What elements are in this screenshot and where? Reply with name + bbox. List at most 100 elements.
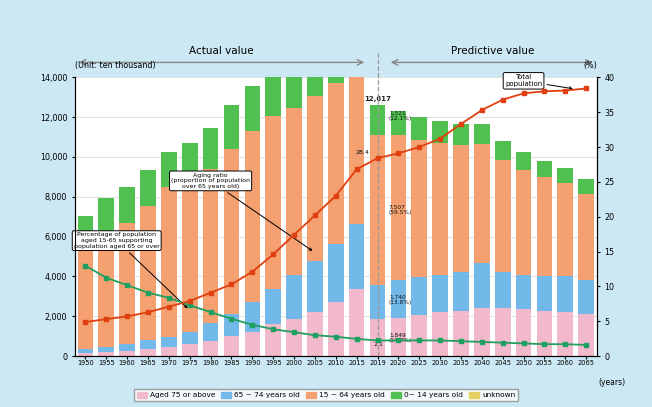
Bar — [328, 50, 344, 83]
Bar — [349, 70, 364, 224]
Bar — [182, 332, 198, 344]
Bar — [244, 131, 260, 302]
Bar — [286, 319, 302, 356]
Bar — [391, 111, 406, 135]
Bar — [140, 206, 156, 340]
Bar — [578, 314, 594, 356]
Text: 1,740
(13.8%): 1,740 (13.8%) — [389, 295, 412, 305]
Text: Predictive value: Predictive value — [451, 46, 534, 57]
Bar — [349, 289, 364, 356]
Bar — [495, 141, 511, 160]
Bar — [78, 216, 93, 249]
Bar — [182, 179, 198, 332]
Bar — [224, 105, 239, 149]
Bar — [307, 261, 323, 312]
Text: Actual value: Actual value — [188, 46, 254, 57]
Bar — [578, 194, 594, 280]
Bar — [474, 124, 490, 144]
Bar — [265, 116, 281, 289]
Bar — [98, 235, 114, 347]
Bar — [495, 160, 511, 272]
Bar — [474, 263, 490, 308]
Bar — [474, 308, 490, 356]
Bar — [370, 284, 385, 319]
Bar — [161, 347, 177, 356]
Bar — [119, 351, 135, 356]
Bar — [78, 349, 93, 353]
Bar — [453, 124, 469, 145]
Bar — [286, 108, 302, 276]
Bar — [119, 223, 135, 344]
Text: 28.4: 28.4 — [355, 151, 369, 155]
Bar — [307, 59, 323, 61]
Bar — [286, 68, 302, 71]
Bar — [182, 344, 198, 356]
Bar — [328, 302, 344, 356]
Bar — [557, 184, 573, 276]
Bar — [349, 39, 364, 70]
Bar — [411, 277, 427, 315]
Bar — [578, 280, 594, 314]
Bar — [244, 332, 260, 356]
Bar — [432, 275, 448, 312]
Bar — [537, 276, 552, 311]
Bar — [432, 121, 448, 143]
Bar — [203, 324, 218, 341]
Bar — [203, 341, 218, 356]
Bar — [140, 349, 156, 356]
Bar — [537, 161, 552, 177]
Bar — [203, 169, 218, 324]
Bar — [349, 224, 364, 289]
Bar — [495, 308, 511, 356]
Bar — [224, 313, 239, 336]
Bar — [516, 170, 531, 275]
Bar — [203, 128, 218, 169]
Text: (years): (years) — [599, 378, 626, 387]
Text: Percentage of population
aged 15-65 supporting
population aged 65 or over: Percentage of population aged 15-65 supp… — [74, 232, 187, 308]
Bar — [307, 312, 323, 356]
Bar — [161, 188, 177, 337]
Text: 1,849
(14.7%): 1,849 (14.7%) — [389, 332, 412, 343]
Bar — [516, 309, 531, 356]
Bar — [140, 170, 156, 206]
Bar — [286, 71, 302, 108]
Bar — [432, 143, 448, 275]
Text: 1,521
(12.1%): 1,521 (12.1%) — [389, 111, 412, 121]
Text: 7,507
(59.5%): 7,507 (59.5%) — [389, 204, 413, 215]
Text: Total
population: Total population — [505, 74, 572, 90]
Bar — [516, 152, 531, 170]
Bar — [119, 344, 135, 351]
Text: 2.1: 2.1 — [374, 342, 383, 347]
Bar — [307, 96, 323, 261]
Bar — [370, 105, 385, 135]
Bar — [391, 318, 406, 356]
Bar — [224, 336, 239, 356]
Bar — [391, 280, 406, 318]
Text: (Unit: ten thousand): (Unit: ten thousand) — [75, 61, 156, 70]
Bar — [265, 289, 281, 324]
Bar — [391, 135, 406, 280]
Bar — [516, 275, 531, 309]
Bar — [453, 145, 469, 272]
Bar — [98, 352, 114, 356]
Bar — [370, 319, 385, 356]
Bar — [411, 117, 427, 140]
Legend: Aged 75 or above, 65 ~ 74 years old, 15 ~ 64 years old, 0~ 14 years old, unknown: Aged 75 or above, 65 ~ 74 years old, 15 … — [134, 389, 518, 401]
Bar — [432, 312, 448, 356]
Bar — [453, 311, 469, 356]
Bar — [328, 83, 344, 245]
Bar — [411, 140, 427, 277]
Bar — [78, 249, 93, 349]
Bar — [119, 187, 135, 223]
Bar — [453, 272, 469, 311]
Bar — [98, 347, 114, 352]
Bar — [98, 198, 114, 235]
Bar — [537, 311, 552, 356]
Bar — [578, 179, 594, 194]
Bar — [161, 337, 177, 347]
Text: Aging ratio
(proportion of population
over 65 years old): Aging ratio (proportion of population ov… — [171, 173, 312, 250]
Bar — [411, 315, 427, 356]
Bar — [370, 135, 385, 284]
Text: 12,617: 12,617 — [364, 96, 391, 103]
Bar — [78, 353, 93, 356]
